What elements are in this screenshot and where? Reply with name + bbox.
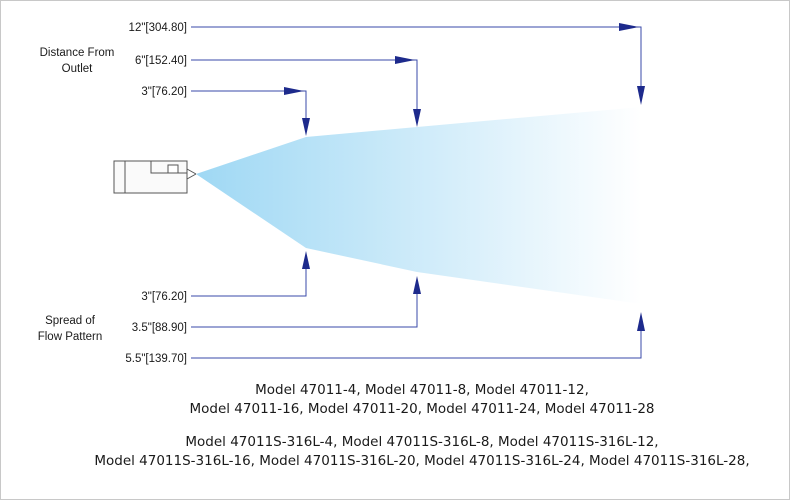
distance-label-3in: 3"[76.20] bbox=[141, 86, 187, 98]
model-group-2-line-1: Model 47011S-316L-4, Model 47011S-316L-8… bbox=[185, 434, 658, 450]
spray-fan bbox=[196, 107, 641, 304]
spread-title-line2: Flow Pattern bbox=[38, 331, 103, 343]
distance-dimension-lines bbox=[191, 26, 642, 131]
spread-line-3in bbox=[191, 256, 307, 297]
arrow-up-icon bbox=[413, 276, 421, 294]
distance-line-12in bbox=[191, 26, 642, 101]
spread-title-line1: Spread of bbox=[45, 315, 96, 327]
arrow-down-icon bbox=[637, 86, 645, 105]
arrow-right-icon bbox=[619, 23, 639, 31]
distance-label-12in: 12"[304.80] bbox=[129, 22, 187, 34]
arrow-right-icon bbox=[284, 87, 304, 95]
arrow-right-icon bbox=[395, 56, 415, 64]
spread-line-5-5in bbox=[191, 316, 642, 359]
spread-label-3-5in: 3.5"[88.90] bbox=[132, 322, 187, 334]
distance-label-6in: 6"[152.40] bbox=[135, 55, 187, 67]
distance-line-6in bbox=[191, 59, 418, 121]
model-group-1-line-2: Model 47011-16, Model 47011-20, Model 47… bbox=[189, 401, 654, 417]
arrow-down-icon bbox=[413, 109, 421, 127]
distance-title-line2: Outlet bbox=[62, 63, 93, 75]
distance-line-3in bbox=[191, 90, 307, 131]
spread-label-5-5in: 5.5"[139.70] bbox=[125, 353, 187, 365]
model-group-1-line-1: Model 47011-4, Model 47011-8, Model 4701… bbox=[255, 382, 589, 398]
spread-label-3in: 3"[76.20] bbox=[141, 291, 187, 303]
model-list: Model 47011-4, Model 47011-8, Model 4701… bbox=[94, 382, 749, 469]
spread-arrows bbox=[302, 251, 645, 331]
arrow-up-icon bbox=[302, 251, 310, 269]
spread-line-3-5in bbox=[191, 281, 418, 328]
arrow-up-icon bbox=[637, 312, 645, 331]
model-group-2-line-2: Model 47011S-316L-16, Model 47011S-316L-… bbox=[94, 453, 749, 469]
arrow-down-icon bbox=[302, 118, 310, 136]
nozzle-icon bbox=[113, 160, 197, 194]
distance-title-line1: Distance From bbox=[40, 47, 115, 59]
distance-arrows bbox=[284, 23, 645, 136]
